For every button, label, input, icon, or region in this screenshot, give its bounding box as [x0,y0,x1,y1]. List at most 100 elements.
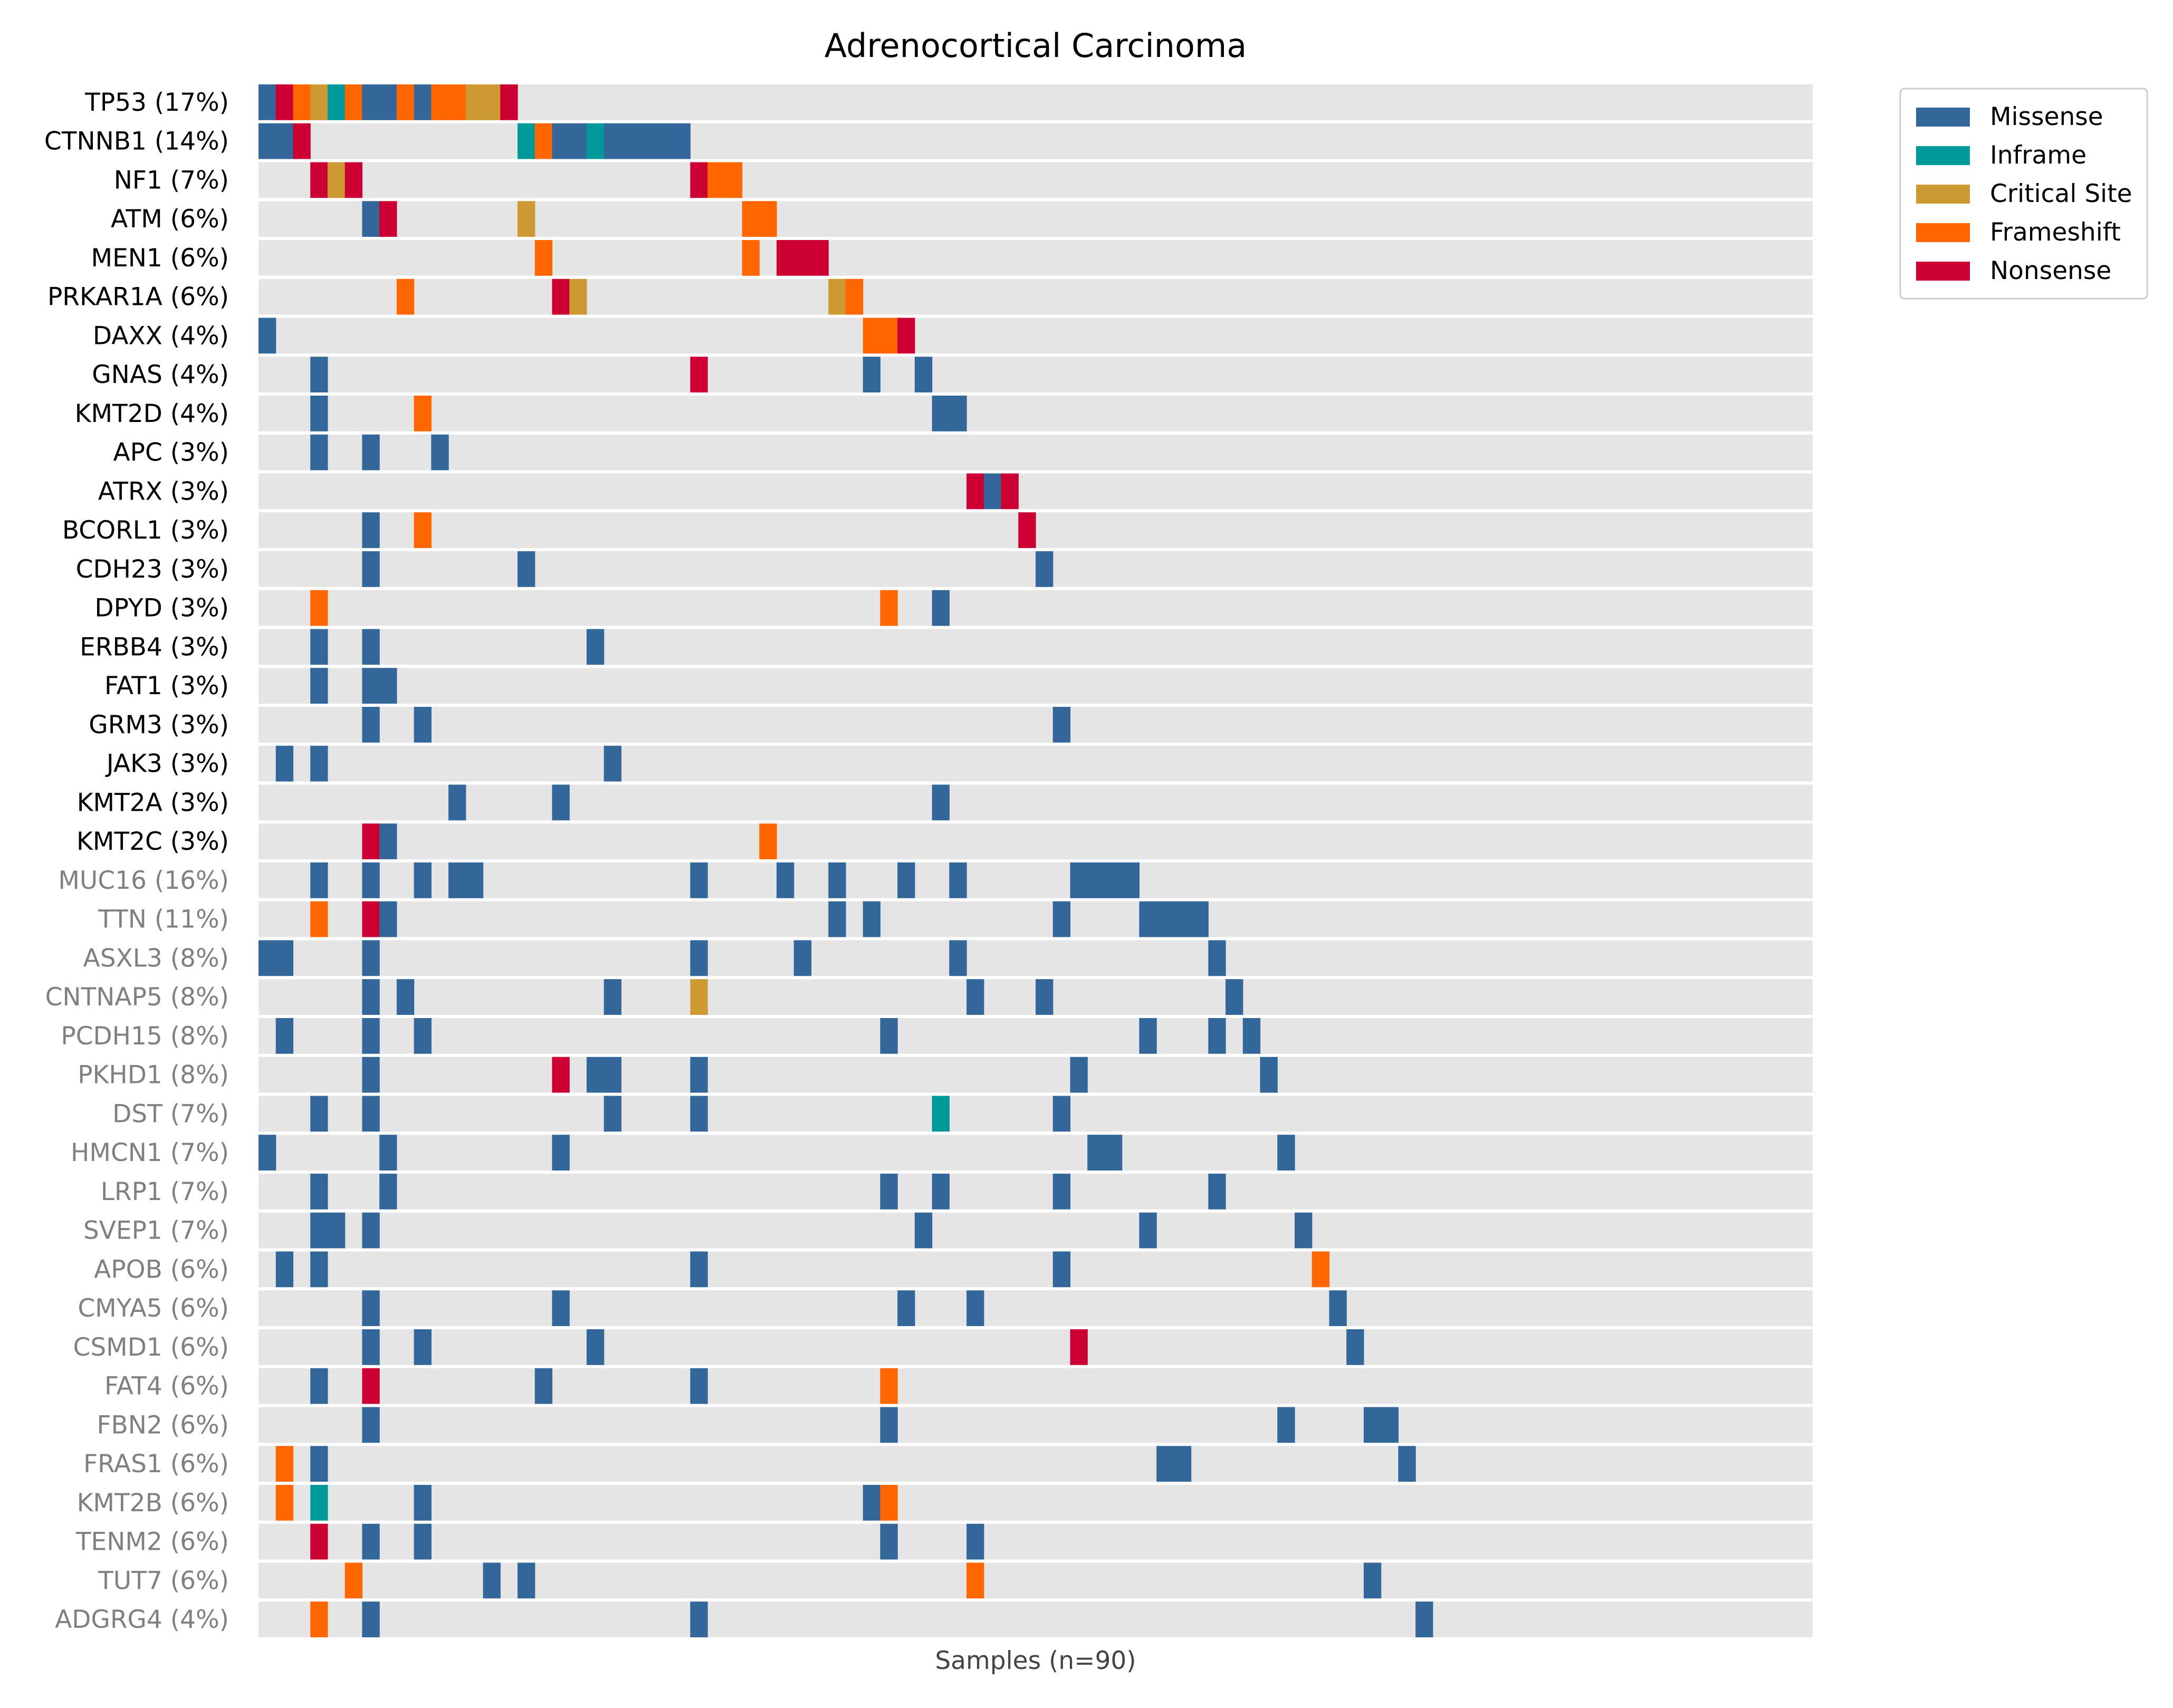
gene-row [259,590,1813,626]
oncoprint-rows [259,84,1813,1637]
mutation-cell-missense [604,745,621,782]
gene-row [259,1601,1813,1637]
mutation-cell-nonsense [690,162,708,198]
mutation-cell-critical-site [569,279,587,315]
mutation-cell-missense [310,629,328,665]
mutation-cell-missense [310,745,328,782]
mutation-cell-missense [362,1290,380,1326]
gene-row [259,473,1813,510]
mutation-cell-missense [414,1485,432,1521]
gene-row [259,84,1813,120]
mutation-cell-frameshift [396,84,415,120]
mutation-cell-frameshift [534,240,553,276]
chart-title: Adrenocortical Carcinoma [825,26,1247,65]
row-background [259,1096,1813,1132]
gene-row [259,823,1813,859]
mutation-cell-missense [259,123,276,159]
mutation-cell-nonsense [344,162,362,198]
mutation-cell-frameshift [293,84,311,120]
legend: Missense Inframe Critical Site Frameshift No… [1899,88,2148,300]
mutation-cell-frameshift [310,590,328,626]
row-background [259,1523,1813,1560]
mutation-cell-frameshift [845,279,864,315]
gene-label: FRAS1 (6%) [83,1450,229,1479]
mutation-cell-missense [1087,1135,1105,1170]
row-background [259,1135,1813,1170]
mutation-cell-missense [379,823,397,859]
gene-label: TUT7 (6%) [98,1566,229,1595]
mutation-cell-missense [414,862,432,898]
gene-label: ADGRG4 (4%) [55,1605,229,1634]
legend-swatch-frameshift [1916,223,1970,242]
mutation-cell-missense [518,1562,535,1599]
mutation-cell-inframe [932,1096,950,1132]
mutation-cell-missense [1052,707,1071,743]
mutation-cell-nonsense [966,473,984,510]
gene-label: TTN (11%) [98,905,229,934]
gene-label: KMT2D (4%) [75,399,229,428]
mutation-cell-missense [1277,1135,1295,1170]
gene-label: MUC16 (16%) [58,866,229,895]
gene-row [259,1485,1813,1521]
gene-label: JAK3 (3%) [105,750,229,779]
row-background [259,1290,1813,1326]
legend-label-critical-site: Critical Site [1990,179,2132,208]
mutation-cell-nonsense [811,240,829,276]
mutation-cell-missense [1346,1329,1364,1365]
legend-swatch-critical-site [1916,185,1970,204]
mutation-cell-frameshift [448,84,466,120]
gene-label: GRM3 (3%) [89,711,229,740]
row-background [259,823,1813,859]
row-background [259,162,1813,198]
row-background [259,318,1813,354]
gene-row [259,707,1813,743]
mutation-cell-critical-site [483,84,501,120]
gene-label: GNAS (4%) [92,360,229,389]
mutation-cell-missense [259,1135,276,1170]
row-background [259,357,1813,392]
mutation-cell-missense [414,707,432,743]
mutation-cell-missense [880,1174,898,1210]
gene-label: KMT2A (3%) [77,788,229,817]
gene-label: PRKAR1A (6%) [47,283,229,312]
mutation-cell-missense [310,1368,328,1404]
gene-row [259,629,1813,665]
legend-label-missense: Missense [1990,102,2103,131]
mutation-cell-missense [1381,1407,1399,1443]
gene-label: APOB (6%) [94,1255,229,1284]
mutation-cell-frameshift [310,1601,328,1637]
mutation-cell-missense [1070,862,1088,898]
mutation-cell-missense [310,1096,328,1132]
gene-label: DPYD (3%) [94,594,229,623]
row-background [259,1329,1813,1365]
mutation-cell-missense [414,1523,432,1560]
gene-row [259,1251,1813,1288]
mutation-cell-frameshift [724,162,743,198]
mutation-cell-missense [638,123,656,159]
gene-label: SVEP1 (7%) [83,1216,229,1245]
gene-row [259,1290,1813,1326]
row-background [259,396,1813,431]
mutation-cell-critical-site [327,162,346,198]
mutation-cell-missense [604,1057,621,1093]
mutation-cell-missense [932,396,950,431]
mutation-cell-missense [379,1135,397,1170]
mutation-cell-nonsense [362,823,380,859]
mutation-cell-missense [1242,1018,1261,1054]
mutation-cell-nonsense [897,318,915,354]
mutation-cell-missense [1139,901,1157,937]
mutation-cell-missense [448,784,466,821]
mutation-cell-nonsense [1018,512,1036,548]
mutation-cell-missense [1104,862,1123,898]
mutation-cell-missense [690,1057,708,1093]
gene-label: FAT1 (3%) [104,671,229,701]
gene-row [259,1174,1813,1210]
mutation-cell-frameshift [344,84,362,120]
mutation-cell-missense [1329,1290,1347,1326]
mutation-cell-missense [259,84,276,120]
mutation-cell-missense [362,1329,380,1365]
row-background [259,745,1813,782]
row-background [259,240,1813,276]
mutation-cell-frameshift [414,396,432,431]
mutation-cell-missense [362,1523,380,1560]
